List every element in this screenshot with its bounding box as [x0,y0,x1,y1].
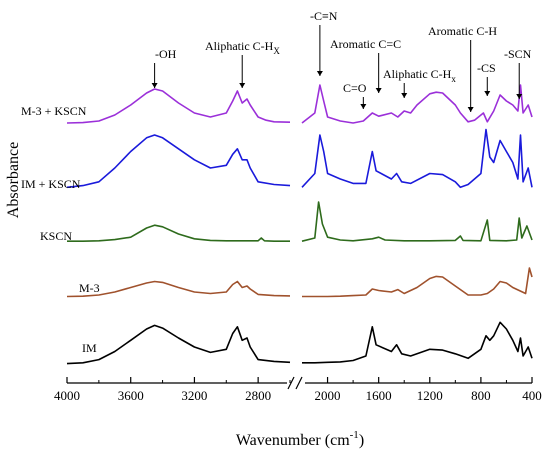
annotation: Aromatic C-H [428,24,497,112]
x-tick-label: 1200 [417,388,443,403]
series-im-kscn: IM + KSCN [21,128,533,191]
annotation: C=O [343,81,367,109]
x-tick-label: 4000 [54,388,80,403]
svg-text:Aromatic C-H: Aromatic C-H [428,24,497,38]
series-group: M-3 + KSCN IM + KSCN KSCN M-3 IM [21,84,533,365]
x-tick-label: 3600 [118,388,144,403]
svg-text:-OH: -OH [155,47,177,61]
svg-text:Aliphatic C-Hx: Aliphatic C-Hx [383,67,456,84]
x-tick-label: 400 [522,388,542,403]
series-line-segment [302,267,533,298]
x-tick-label: 2800 [245,388,271,403]
annotation: Aliphatic C-Hx [383,67,456,98]
series-label: IM [82,341,97,355]
svg-text:Aromatic C=C: Aromatic C=C [330,37,401,51]
svg-text:Aliphatic C-HX: Aliphatic C-HX [205,39,280,56]
series-line-segment [66,134,291,189]
svg-text:-SCN: -SCN [504,47,532,61]
annotation: -SCN [504,47,532,99]
x-tick-label: 800 [471,388,491,403]
svg-text:-CS: -CS [477,61,496,75]
series-line-segment [301,128,533,189]
series-m-3: M-3 [66,267,533,298]
y-axis-title: Absorbance [5,142,22,218]
series-label: KSCN [40,229,72,243]
series-line-segment [67,224,290,242]
x-tick-label: 1600 [366,388,392,403]
annotations-group: -OH Aliphatic C-HX -C≡N C=O Aromatic C=C Alip… [151,9,532,112]
svg-text:C=O: C=O [343,81,367,95]
series-label: IM + KSCN [21,177,81,191]
series-line-segment [301,201,533,242]
series-line-segment [66,280,291,298]
axis-break-mark [287,376,303,390]
series-label: M-3 + KSCN [21,104,87,118]
series-label: M-3 [79,281,100,295]
series-kscn: KSCN [40,201,533,243]
series-line-segment [66,88,291,124]
series-line-segment [302,321,533,364]
series-m-3-kscn: M-3 + KSCN [21,84,533,124]
annotation: -OH [151,47,177,88]
annotation: -C≡N [310,9,338,76]
annotation: Aromatic C=C [330,37,401,93]
x-axis: 4000 3600 3200 2800 2000 1600 1200 800 400 [54,376,542,403]
annotation: Aliphatic C-HX [205,39,280,88]
x-tick-label: 2000 [315,388,341,403]
x-axis-title: Wavenumber (cm-1) [236,429,364,449]
series-im: IM [66,321,533,365]
annotation: -CS [477,61,496,96]
x-tick-label: 3200 [181,388,207,403]
series-line-segment [66,324,291,365]
series-line-segment [301,84,533,124]
svg-text:-C≡N: -C≡N [310,9,338,23]
